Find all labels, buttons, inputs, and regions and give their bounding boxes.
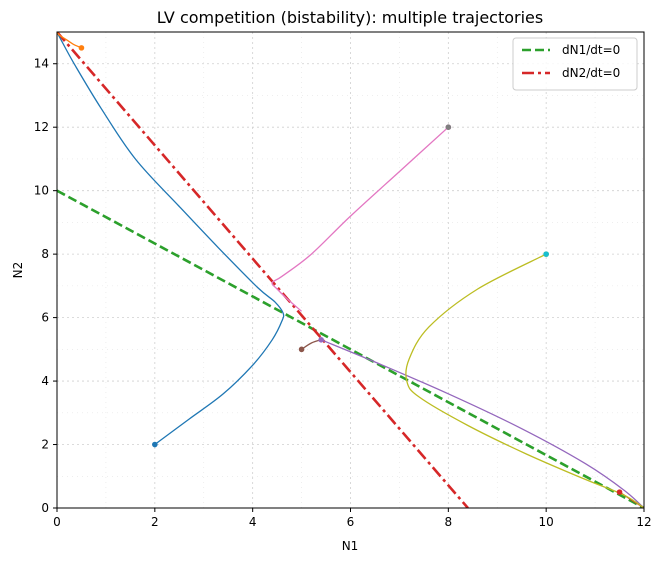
trajectory-line-3 xyxy=(320,339,644,508)
trajectory-line-7 xyxy=(405,253,644,508)
x-tick-label: 8 xyxy=(445,515,453,529)
trajectory-start-point-4 xyxy=(298,346,305,353)
trajectory-start-point-6 xyxy=(445,124,452,130)
y-tick-label: 0 xyxy=(41,501,49,515)
legend: dN1/dt=0 dN2/dt=0 xyxy=(512,37,638,91)
trajectory-line-1 xyxy=(57,32,82,49)
trajectory-start-point-2 xyxy=(616,489,623,495)
start-markers xyxy=(78,45,623,495)
trajectory-start-point-3 xyxy=(318,337,324,343)
x-tick-label: 4 xyxy=(249,515,257,529)
legend-label-dn1: dN1/dt=0 xyxy=(562,43,620,57)
trajectory-line-5 xyxy=(271,126,449,312)
x-axis: 0 2 4 6 8 10 12 xyxy=(53,508,652,529)
legend-label-dn2: dN2/dt=0 xyxy=(562,66,620,80)
trajectory-line-0 xyxy=(57,32,285,446)
y-axis-label: N2 xyxy=(11,262,25,279)
y-axis: 0 2 4 6 8 10 12 14 xyxy=(34,57,57,515)
y-tick-label: 14 xyxy=(34,57,49,71)
y-tick-label: 8 xyxy=(41,247,49,261)
x-axis-label: N1 xyxy=(342,539,359,553)
trajectory-start-point-0 xyxy=(152,441,158,448)
y-tick-label: 2 xyxy=(41,438,49,452)
x-tick-label: 12 xyxy=(636,515,651,529)
x-tick-label: 2 xyxy=(151,515,159,529)
trajectory-start-point-8 xyxy=(543,251,549,257)
nullcline-dn2 xyxy=(57,32,469,508)
y-tick-label: 10 xyxy=(34,184,49,198)
y-tick-label: 4 xyxy=(41,374,49,388)
y-tick-label: 12 xyxy=(34,120,49,134)
y-tick-label: 6 xyxy=(41,311,49,325)
x-tick-label: 6 xyxy=(347,515,355,529)
x-tick-label: 0 xyxy=(53,515,61,529)
trajectory-start-point-1 xyxy=(78,45,85,51)
chart-title: LV competition (bistability): multiple t… xyxy=(157,8,543,27)
plot-area xyxy=(57,32,644,508)
nullclines xyxy=(57,32,644,508)
nullcline-dn1 xyxy=(57,189,644,508)
x-tick-label: 10 xyxy=(539,515,554,529)
